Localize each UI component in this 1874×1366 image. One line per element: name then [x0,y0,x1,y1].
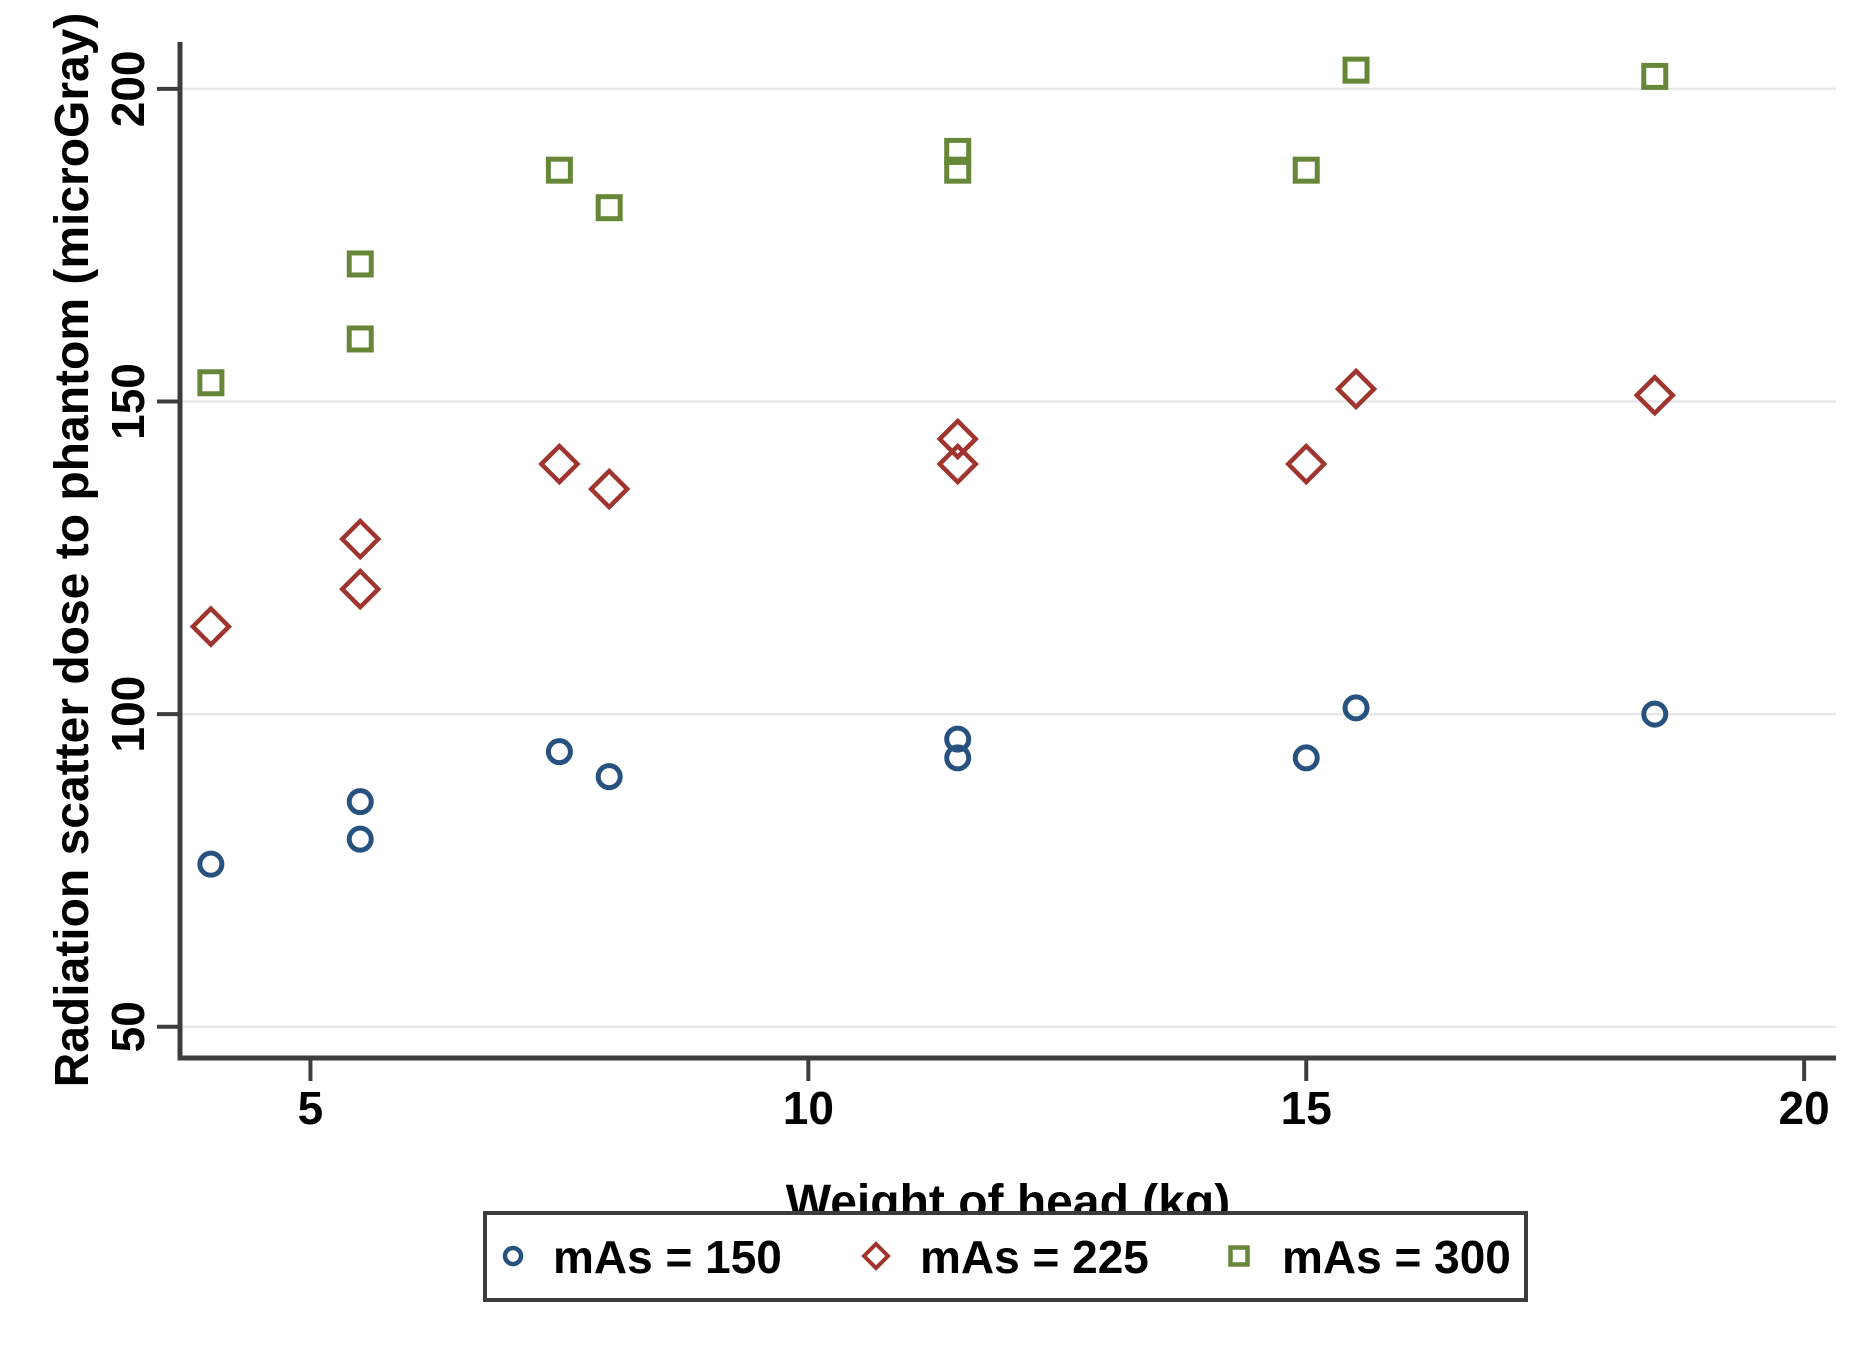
data-point-series3-4 [545,156,573,184]
legend-square-icon [1228,1245,1250,1267]
y-tick-label-200: 200 [102,51,154,128]
legend-diamond-icon [861,1241,891,1271]
legend-label-2: mAs = 225 [920,1231,1149,1283]
y-tick-label-100: 100 [102,676,154,753]
data-point-series1-4 [545,738,573,766]
data-point-series2-9 [1334,367,1378,411]
data-point-series2-10 [1633,374,1676,417]
data-point-series3-8 [1292,156,1320,184]
y-tick-label-50: 50 [102,1001,154,1052]
data-point-series1-10 [1641,700,1669,728]
data-point-series2-4 [538,442,581,486]
data-point-series2-7 [936,442,979,486]
data-point-series1-9 [1342,694,1370,722]
data-point-series2-3 [339,567,382,611]
data-point-series2-6 [936,417,979,461]
data-point-series3-1 [197,369,225,397]
y-axis-title: Radiation scatter dose to phantom (micro… [46,13,99,1088]
legend-label-3: mAs = 300 [1282,1231,1511,1283]
data-point-series2-2 [339,517,382,561]
legend-label-1: mAs = 150 [553,1231,782,1283]
data-point-series3-2 [346,250,374,278]
data-point-series1-5 [595,763,623,791]
x-tick-label-15: 15 [1281,1082,1332,1134]
data-point-series2-5 [588,467,631,511]
data-point-series3-10 [1641,62,1669,90]
data-point-series3-3 [346,325,374,353]
y-tick-label-150: 150 [102,363,154,440]
data-point-series1-1 [197,850,225,878]
x-tick-label-20: 20 [1779,1082,1830,1134]
data-point-series1-7 [944,744,972,772]
x-tick-label-5: 5 [298,1082,324,1134]
data-point-series1-8 [1292,744,1320,772]
data-point-series1-2 [346,788,374,816]
data-point-series3-6 [944,137,972,165]
x-tick-label-10: 10 [783,1082,834,1134]
data-point-series1-3 [346,825,374,853]
data-point-series3-9 [1342,56,1370,84]
legend-box [483,1211,1528,1302]
data-point-series3-5 [595,194,623,222]
data-point-series3-7 [944,156,972,184]
data-point-series2-1 [189,605,233,648]
data-point-series2-8 [1285,442,1328,486]
legend-circle-icon [502,1245,524,1267]
data-point-series1-6 [944,725,972,753]
